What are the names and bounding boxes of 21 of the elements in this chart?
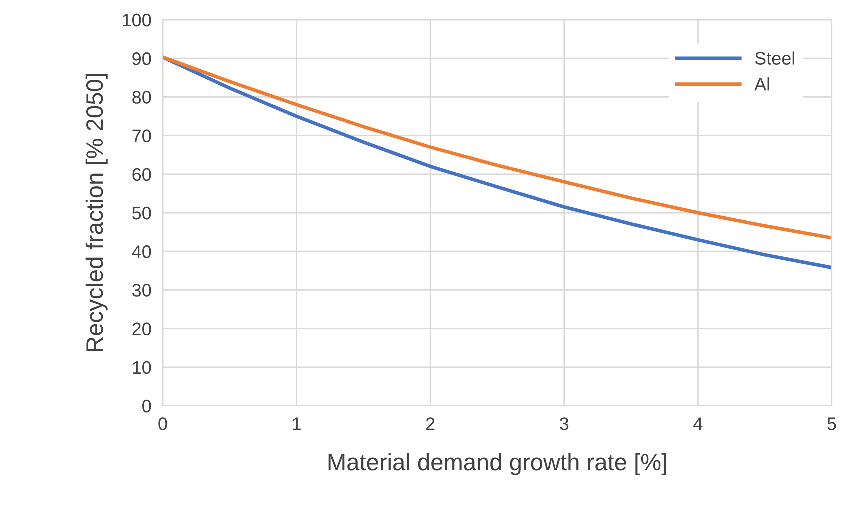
x-tick-label: 5 <box>828 418 836 430</box>
y-tick-label: 30 <box>132 284 152 297</box>
y-tick-label: 100 <box>123 14 152 27</box>
x-tick-label: 2 <box>426 418 435 430</box>
legend-label: Steel <box>755 52 794 65</box>
y-tick-label: 40 <box>132 246 152 258</box>
y-tick-label: 50 <box>132 206 152 220</box>
x-tick-label: 0 <box>158 418 168 430</box>
y-tick-label: 10 <box>133 361 152 374</box>
x-tick-label: 4 <box>694 418 703 430</box>
legend-label: Al <box>754 78 770 91</box>
y-axis-title: Recycled fraction [% 2050] <box>86 74 108 352</box>
x-tick-label: 1 <box>293 418 301 430</box>
y-tick-label: 0 <box>142 400 152 413</box>
y-tick-label: 20 <box>132 322 152 336</box>
y-tick-label: 60 <box>132 168 152 182</box>
x-tick-label: 3 <box>560 418 569 430</box>
x-axis-title: Material demand growth rate [%] <box>328 453 666 476</box>
y-tick-label: 70 <box>132 130 152 143</box>
y-tick-label: 80 <box>132 91 152 104</box>
y-tick-label: 90 <box>132 52 152 66</box>
